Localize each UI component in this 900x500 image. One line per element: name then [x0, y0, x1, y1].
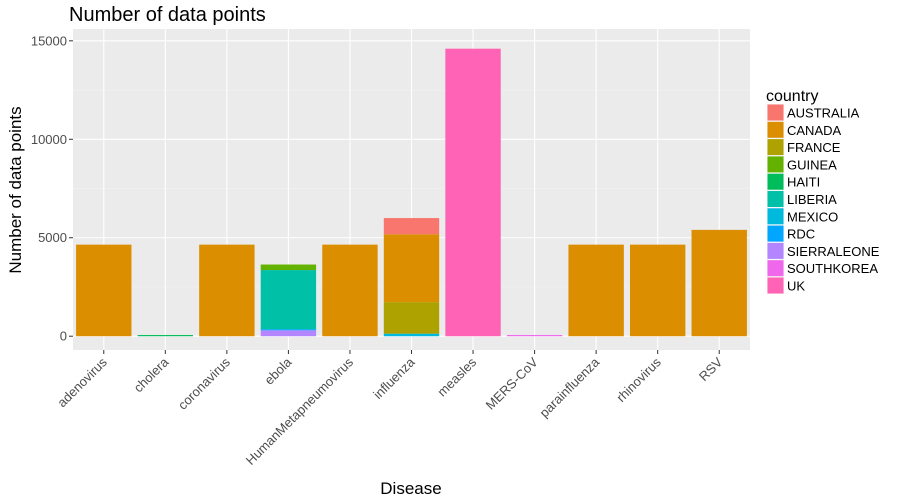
- legend-label-haiti: HAITI: [787, 175, 820, 190]
- bar-coronavirus-canada: [199, 244, 255, 337]
- bar-influenza-mexico: [383, 333, 440, 337]
- legend-title: country: [766, 88, 818, 105]
- bar-adenovirus-canada: [76, 244, 132, 337]
- x-tick-label-ebola: ebola: [261, 354, 295, 388]
- legend-label-sierraleone: SIERRALEONE: [787, 244, 880, 259]
- legend-key-liberia: [767, 191, 784, 207]
- bar-influenza-canada: [383, 234, 440, 303]
- legend-key-haiti: [767, 173, 784, 190]
- chart-title: Number of data points: [69, 4, 266, 26]
- x-tick-label-rhinovirus: rhinovirus: [613, 354, 664, 405]
- x-tick-label-mers-cov: MERS-CoV: [483, 354, 541, 412]
- x-tick-label-rsv: RSV: [696, 354, 726, 384]
- y-tick-label: 5000: [38, 230, 67, 245]
- bar-rsv-canada: [691, 229, 747, 337]
- legend-key-southkorea: [767, 260, 784, 277]
- bar-measles-uk: [445, 48, 501, 337]
- bar-cholera-haiti: [137, 335, 194, 337]
- x-tick-label-humanmetapneumovirus: HumanMetapneumovirus: [243, 354, 357, 468]
- bar-mers-cov-southkorea: [506, 335, 563, 337]
- legend-label-liberia: LIBERIA: [787, 192, 837, 207]
- legend-key-rdc: [767, 225, 784, 242]
- bar-ebola-sierraleone: [260, 330, 317, 337]
- x-tick-label-influenza: influenza: [370, 354, 418, 402]
- bar-influenza-australia: [383, 218, 440, 235]
- bar-humanmetapneumovirus-canada: [322, 244, 378, 337]
- legend-label-mexico: MEXICO: [787, 209, 838, 224]
- legend-key-mexico: [767, 208, 784, 225]
- legend-label-guinea: GUINEA: [787, 157, 837, 172]
- bar-ebola-liberia: [260, 270, 317, 330]
- y-tick-label: 15000: [31, 33, 67, 48]
- x-tick-label-parainfluenza: parainfluenza: [536, 354, 602, 420]
- bar-rhinovirus-canada: [629, 244, 686, 337]
- legend-key-canada: [767, 121, 784, 138]
- x-axis-title: Disease: [380, 479, 441, 498]
- legend-key-guinea: [767, 156, 784, 173]
- legend-label-southkorea: SOUTHKOREA: [787, 261, 878, 276]
- y-axis-title: Number of data points: [6, 106, 25, 273]
- legend-label-canada: CANADA: [787, 123, 842, 138]
- legend-label-uk: UK: [787, 279, 805, 294]
- x-tick-label-coronavirus: coronavirus: [175, 354, 233, 412]
- bar-parainfluenza-canada: [568, 244, 624, 337]
- legend: country AUSTRALIA CANADA FRANCE GUINEA HAITI…: [766, 88, 880, 294]
- y-tick-label: 10000: [31, 132, 67, 147]
- bar-layer: [76, 48, 747, 337]
- x-tick-label-adenovirus: adenovirus: [54, 354, 110, 410]
- legend-key-australia: [767, 104, 784, 121]
- x-tick-label-measles: measles: [434, 354, 479, 399]
- bar-ebola-rdc: [260, 329, 317, 331]
- legend-key-uk: [767, 277, 784, 294]
- legend-key-sierraleone: [767, 242, 784, 259]
- bar-influenza-france: [383, 302, 440, 334]
- legend-label-france: FRANCE: [787, 140, 841, 155]
- legend-label-australia: AUSTRALIA: [787, 106, 860, 121]
- legend-label-rdc: RDC: [787, 227, 815, 242]
- bar-ebola-guinea: [260, 264, 317, 271]
- x-tick-label-cholera: cholera: [131, 354, 172, 395]
- y-tick-label: 0: [60, 329, 67, 344]
- legend-key-france: [767, 139, 784, 156]
